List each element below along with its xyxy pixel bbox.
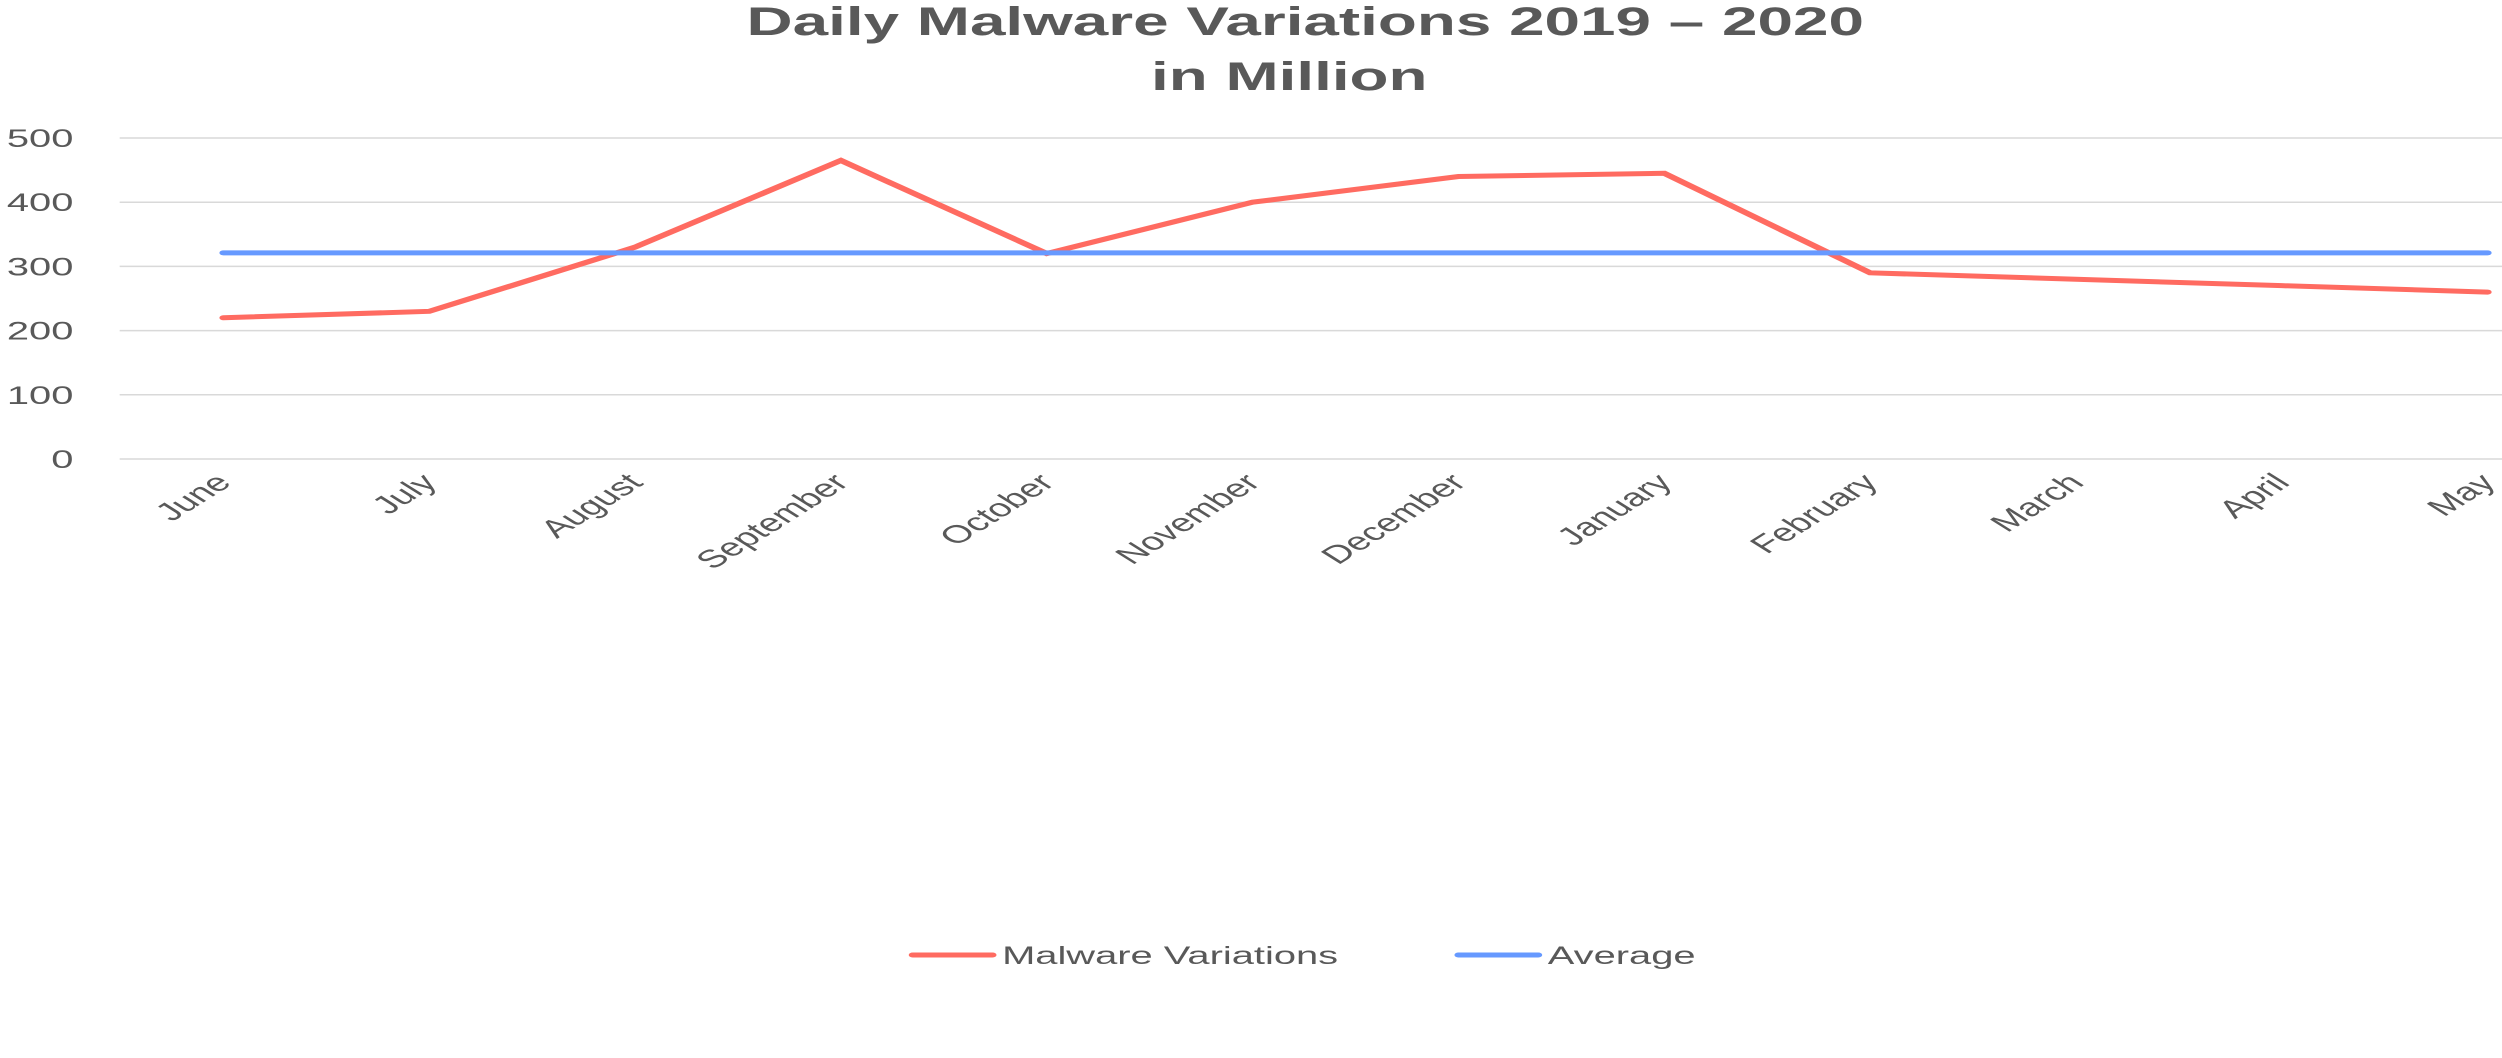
- x-tick-label: April: [2210, 469, 2298, 524]
- x-tick-label: November: [1108, 469, 1269, 570]
- y-tick-label: 0: [51, 446, 73, 474]
- x-tick-label: May: [2419, 468, 2502, 521]
- y-tick-label: 500: [7, 125, 74, 153]
- y-tick-label: 300: [7, 254, 74, 282]
- x-tick-label: February: [1742, 468, 1886, 559]
- x-tick-label: June: [147, 469, 239, 527]
- x-tick-label: July: [364, 468, 446, 519]
- legend: Malware Variations Average: [908, 942, 1696, 970]
- x-tick-label: March: [1983, 469, 2093, 538]
- x-tick-label: December: [1313, 469, 1474, 570]
- y-tick-label: 100: [7, 382, 74, 410]
- legend-label: Average: [1548, 942, 1696, 970]
- legend-label: Malware Variations: [1002, 942, 1338, 970]
- chart-title-line-1: Daily Malware Variations 2019 – 2020: [747, 0, 1864, 44]
- chart-title-line-2: in Million: [1151, 55, 1427, 99]
- x-tick-label: September: [688, 469, 857, 575]
- series-line-malware-variations: [219, 157, 2492, 321]
- y-tick-label: 400: [7, 189, 74, 217]
- x-tick-label: August: [532, 469, 651, 544]
- x-tick-label: October: [931, 469, 1063, 551]
- y-tick-label: 200: [7, 318, 74, 346]
- x-tick-label: January: [1549, 468, 1681, 551]
